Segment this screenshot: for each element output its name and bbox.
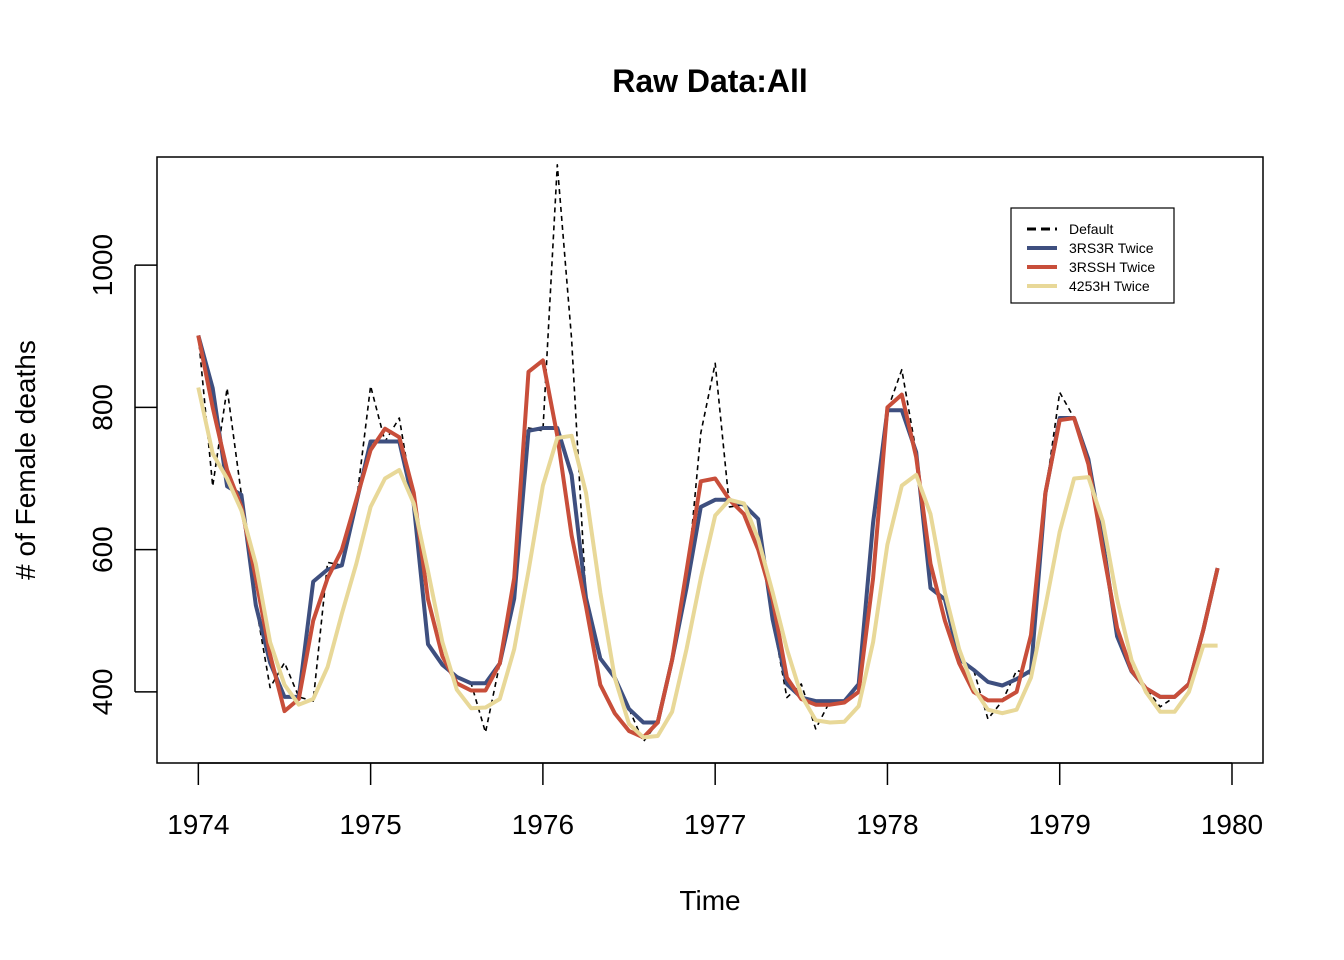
series-line-2 [196, 335, 1220, 740]
y-tick-label-1: 600 [87, 526, 118, 573]
legend-label-0: Default [1069, 221, 1113, 237]
y-tick-label-2: 800 [87, 384, 118, 431]
x-tick-label-4: 1978 [856, 809, 918, 840]
x-tick-label-6: 1980 [1201, 809, 1263, 840]
legend-label-2: 3RSSH Twice [1069, 259, 1155, 275]
x-axis-label: Time [679, 885, 740, 916]
series-layer [196, 164, 1220, 743]
legend: Default 3RS3R Twice 3RSSH Twice 4253H Twice [1010, 207, 1175, 304]
y-tick-label-0: 400 [87, 669, 118, 716]
x-tick-label-0: 1974 [167, 809, 229, 840]
y-axis: 400 600 800 1000 [87, 234, 157, 715]
y-tick-label-3: 1000 [87, 234, 118, 296]
legend-label-3: 4253H Twice [1069, 278, 1150, 294]
x-tick-label-2: 1976 [512, 809, 574, 840]
x-tick-label-3: 1977 [684, 809, 746, 840]
series-line-3 [196, 387, 1218, 740]
x-axis: 1974 1975 1976 1977 1978 1979 1980 [167, 762, 1263, 840]
x-tick-label-5: 1979 [1029, 809, 1091, 840]
chart-title: Raw Data:All [612, 63, 808, 99]
y-axis-label: # of Female deaths [10, 340, 41, 580]
x-tick-label-1: 1975 [339, 809, 401, 840]
legend-label-1: 3RS3R Twice [1069, 240, 1154, 256]
